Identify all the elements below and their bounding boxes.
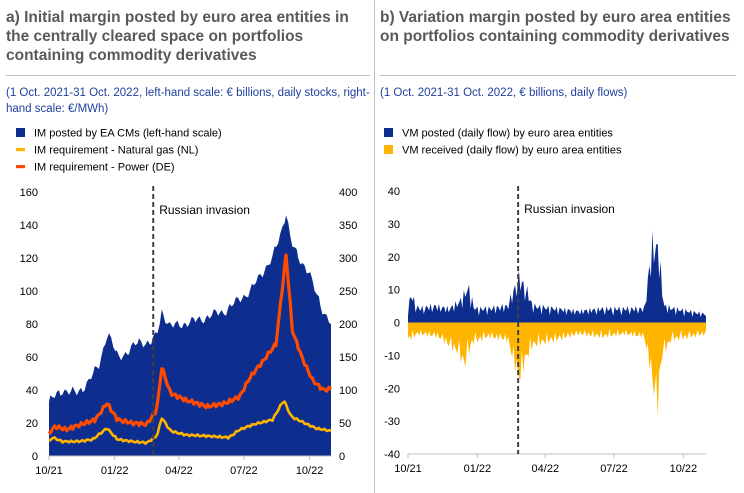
legend-swatch-vm-received [384,145,393,154]
ytick-left-5: 100 [20,286,38,298]
xtick-b-1: 01/22 [464,463,492,475]
ytick-left-1: 20 [26,418,38,430]
ytick-b-3: -10 [384,350,400,362]
panel-divider [374,0,375,493]
panel-b-subtitle: (1 Oct. 2021-31 Oct. 2022, € billions, d… [380,87,628,99]
xtick-a-2: 04/22 [165,465,193,477]
legend-swatch-vm-posted [384,128,393,137]
ytick-b-2: -20 [384,383,400,395]
ytick-right-5: 250 [339,286,357,298]
xtick-a-3: 07/22 [230,465,258,477]
ytick-right-0: 0 [339,451,345,463]
ytick-left-8: 160 [20,187,38,199]
line-power [47,253,333,435]
xtick-b-3: 07/22 [600,463,628,475]
ytick-b-1: -30 [384,416,400,428]
ytick-left-7: 140 [20,220,38,232]
legend-label-vm-posted: VM posted (daily flow) by euro area enti… [402,128,613,140]
legend-swatch-power [16,165,25,169]
ytick-right-2: 100 [339,385,357,397]
panel-a-subtitle: (1 Oct. 2021-31 Oct. 2022, left-hand sca… [6,87,370,115]
ytick-left-0: 0 [32,451,38,463]
xtick-b-4: 10/22 [670,463,698,475]
ytick-b-4: 0 [394,318,400,330]
panel-a-rule [6,75,370,76]
ytick-left-4: 80 [26,319,38,331]
chart-b: VM posted (daily flow) by euro area enti… [384,128,706,475]
legend-label-power: IM requirement - Power (DE) [34,162,175,174]
area-vm-received [408,322,706,417]
area-im-posted [49,215,331,456]
legend-label-gas: IM requirement - Natural gas (NL) [34,145,198,157]
xtick-a-1: 01/22 [101,465,129,477]
ytick-right-4: 200 [339,319,357,331]
ytick-b-7: 30 [388,219,400,231]
ytick-left-6: 120 [20,253,38,265]
panel-b-rule [380,75,736,76]
ytick-left-3: 60 [26,352,38,364]
panel-a-title: a) Initial margin posted by euro area en… [6,9,349,64]
chart-a: IM posted by EA CMs (left-hand scale) IM … [16,128,357,477]
ytick-right-8: 400 [339,187,357,199]
line-gas [48,400,332,445]
xtick-a-4: 10/22 [296,465,324,477]
invasion-label-a: Russian invasion [159,203,250,217]
ytick-b-5: 10 [388,285,400,297]
xtick-a-0: 10/21 [35,465,63,477]
legend-label-im-posted: IM posted by EA CMs (left-hand scale) [34,128,222,140]
ytick-b-6: 20 [388,252,400,264]
legend-swatch-gas [16,148,25,152]
xtick-b-2: 04/22 [532,463,560,475]
ytick-b-0: -40 [384,449,400,461]
ytick-right-7: 350 [339,220,357,232]
panel-b-title: b) Variation margin posted by euro area … [380,9,731,45]
ytick-right-6: 300 [339,253,357,265]
ytick-right-1: 50 [339,418,351,430]
xtick-b-0: 10/21 [394,463,422,475]
area-vm-posted [408,230,706,323]
legend-swatch-im-posted [16,128,25,137]
ytick-b-8: 40 [388,186,400,198]
invasion-label-b: Russian invasion [524,202,615,216]
ytick-right-3: 150 [339,352,357,364]
ytick-left-2: 40 [26,385,38,397]
legend-label-vm-received: VM received (daily flow) by euro area en… [402,145,622,157]
